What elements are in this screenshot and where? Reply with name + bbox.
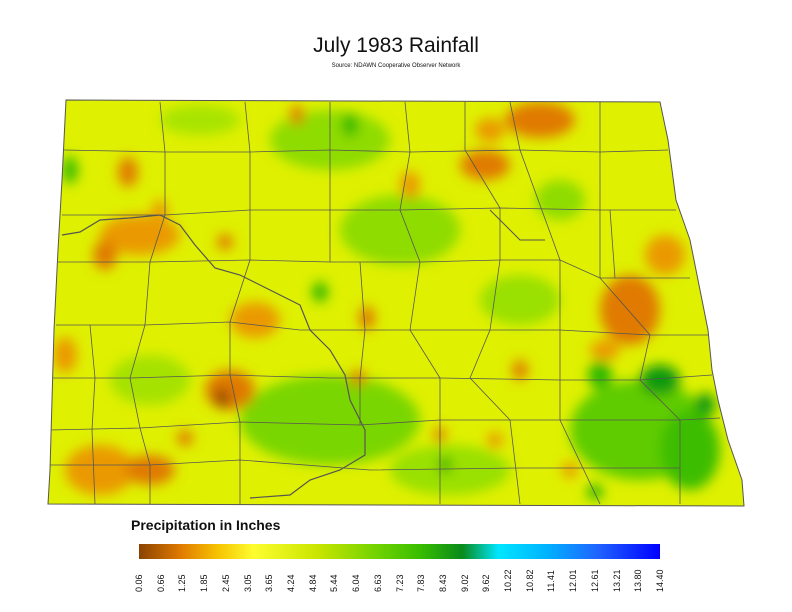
legend-tick-label: 11.41 [546, 570, 557, 592]
legend-tick-label: 2.45 [220, 574, 231, 592]
legend-tick-label: 4.24 [285, 574, 296, 592]
legend-tick-label: 0.06 [134, 574, 144, 592]
legend-tick-label: 8.43 [437, 574, 448, 592]
legend-tick-label: 12.01 [568, 569, 579, 592]
map-title: July 1983 Rainfall [313, 34, 479, 57]
legend-tick-label: 7.83 [416, 574, 427, 592]
legend-color-scale [139, 544, 660, 559]
legend-tick-label: 3.65 [264, 574, 275, 592]
county-borders [49, 101, 721, 505]
legend-tick-label: 7.23 [394, 574, 405, 592]
map-subtitle: Source: NDAWN Cooperative Observer Netwo… [331, 63, 461, 69]
legend-tick-label: 12.61 [589, 569, 600, 592]
legend-tick-label: 13.80 [633, 569, 644, 592]
legend-tick-label: 9.62 [481, 574, 492, 592]
legend-tick-label: 9.02 [459, 574, 470, 592]
legend-tick-label: 13.21 [611, 569, 622, 592]
missouri-river [61, 214, 366, 499]
legend-tick-label: 5.44 [329, 574, 340, 592]
legend-tick-label: 4.84 [307, 574, 318, 592]
legend-tick-label: 10.22 [503, 569, 514, 592]
legend-tick-labels: 0.06 0.66 1.25 1.85 2.45 3.05 3.65 4.24 4.84 5.44… [134, 566, 665, 596]
state-fill [48, 100, 744, 506]
devils-lake-outline [489, 209, 545, 241]
legend-tick-label: 1.25 [177, 574, 188, 592]
legend-tick-label: 10.82 [524, 569, 535, 592]
legend-tick-label: 6.63 [372, 574, 383, 592]
legend-tick-label: 1.85 [199, 574, 210, 592]
legend-title: Precipitation in Inches [131, 517, 281, 533]
legend-tick-label: 0.66 [155, 574, 166, 592]
legend-tick-label: 6.04 [351, 574, 362, 592]
legend-tick-label: 3.05 [242, 574, 253, 592]
state-border [47, 99, 745, 507]
legend-tick-label: 14.40 [655, 569, 665, 592]
